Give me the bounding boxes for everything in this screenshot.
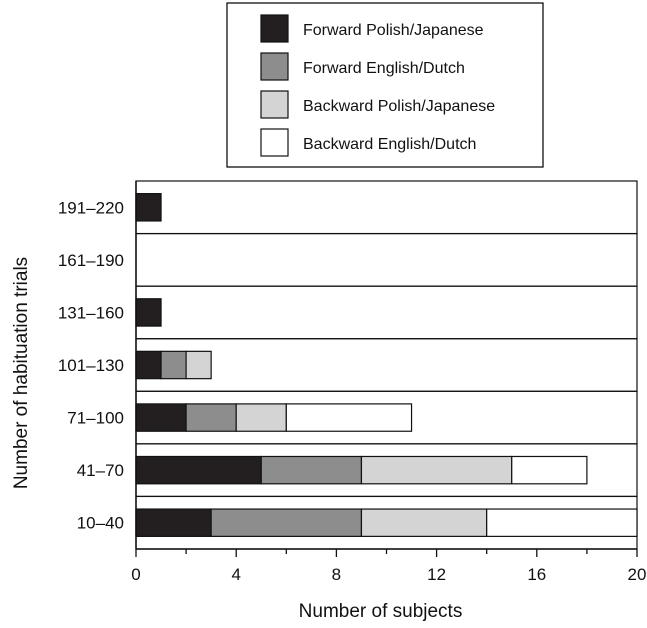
y-tick-label: 10–40 <box>77 514 124 533</box>
bar-41-70-backward-polish-japanese <box>360 455 513 485</box>
y-tick-label: 191–220 <box>58 198 124 217</box>
bar-71-100-forward-polish-japanese <box>135 403 187 432</box>
labels: 10–40 41–70 71–100 101–130 131–160 161–190 191… <box>11 198 646 622</box>
bar-10-40-backward-english-dutch <box>486 508 638 537</box>
legend-swatch-forward-english-dutch <box>260 52 289 81</box>
bar-41-70-backward-english-dutch <box>511 455 588 485</box>
x-tick-label: 0 <box>131 565 140 584</box>
x-tick-label: 8 <box>332 565 341 584</box>
bar-71-100-backward-english-dutch <box>285 403 413 432</box>
bar-191-220-forward-polish-japanese <box>135 193 162 222</box>
legend-label-backward-english-dutch: Backward English/Dutch <box>303 136 476 153</box>
legend-label-backward-polish-japanese: Backward Polish/Japanese <box>303 98 495 115</box>
x-tick-label: 4 <box>231 565 240 584</box>
bar-131-160-forward-polish-japanese <box>135 298 162 327</box>
legend-swatch-backward-english-dutch <box>260 128 289 157</box>
bar-71-100-forward-english-dutch <box>185 403 237 432</box>
legend-swatch-forward-polish-japanese <box>260 14 289 43</box>
y-tick-label: 71–100 <box>67 409 124 428</box>
category-band-191-220 <box>135 180 638 235</box>
bars <box>135 193 638 537</box>
x-axis-title: Number of subjects <box>299 601 463 622</box>
y-axis-title: Number of habituation trials <box>11 257 32 489</box>
bar-10-40-backward-polish-japanese <box>360 508 488 537</box>
y-tick-label: 41–70 <box>77 461 124 480</box>
bar-101-130-forward-english-dutch <box>160 350 187 380</box>
bar-10-40-forward-polish-japanese <box>135 508 212 537</box>
bar-41-70-forward-english-dutch <box>260 455 363 485</box>
legend-label-forward-polish-japanese: Forward Polish/Japanese <box>303 22 484 39</box>
y-tick-label: 161–190 <box>58 251 124 270</box>
legend-label-forward-english-dutch: Forward English/Dutch <box>303 60 465 77</box>
axes <box>135 181 638 557</box>
y-tick-label: 131–160 <box>58 303 124 322</box>
bar-10-40-forward-english-dutch <box>210 508 363 537</box>
x-tick-label: 20 <box>628 565 647 584</box>
bar-71-100-backward-polish-japanese <box>235 403 287 432</box>
legend-swatch-backward-polish-japanese <box>260 90 289 119</box>
legend: Forward Polish/Japanese Forward English/D… <box>226 2 544 168</box>
bar-41-70-forward-polish-japanese <box>135 455 262 485</box>
x-tick-label: 16 <box>527 565 546 584</box>
x-tick-label: 12 <box>427 565 446 584</box>
y-tick-label: 101–130 <box>58 356 124 375</box>
category-band-131-160 <box>135 285 638 340</box>
category-band-161-190 <box>135 232 638 287</box>
bar-101-130-forward-polish-japanese <box>135 350 162 380</box>
bar-101-130-backward-polish-japanese <box>185 350 212 380</box>
